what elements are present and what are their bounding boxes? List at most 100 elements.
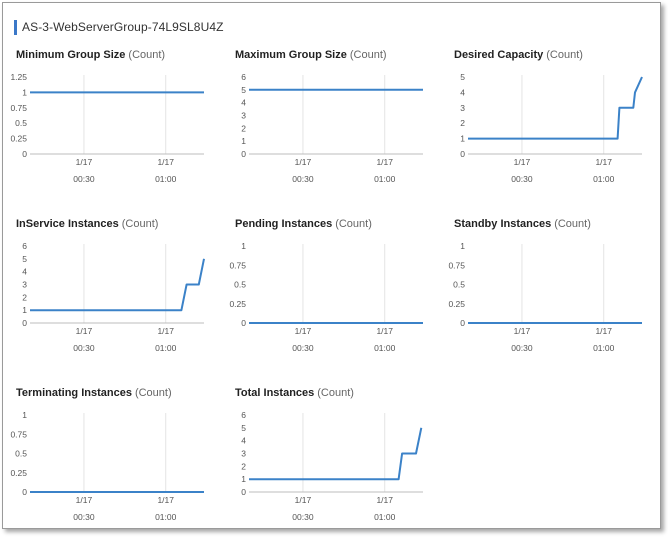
y-tick-label: 3: [241, 449, 246, 459]
y-tick-label: 1: [22, 410, 27, 420]
x-tick-date: 1/17: [295, 495, 312, 505]
y-tick-label: 3: [460, 103, 465, 113]
y-tick-label: 3: [241, 111, 246, 121]
x-tick-time: 01:00: [374, 343, 396, 353]
x-tick-date: 1/17: [595, 157, 612, 167]
chart-max-group-size: 6 5 4 3 2 1 0 1/17 00:30 1/17 01:00: [241, 72, 423, 184]
chart-standby-instances: 1 0.75 0.5 0.25 0 1/17 00:30 1/17 01:00: [448, 241, 642, 353]
y-tick-label: 0.25: [10, 468, 27, 478]
x-tick-time: 00:30: [292, 512, 314, 522]
y-tick-label: 1: [22, 305, 27, 315]
x-tick-date: 1/17: [595, 326, 612, 336]
x-tick-time: 01:00: [374, 174, 396, 184]
y-tick-label: 4: [241, 98, 246, 108]
y-tick-label: 0: [22, 149, 27, 159]
y-tick-label: 0.5: [234, 280, 246, 290]
panel-title: InService Instances (Count): [16, 218, 159, 230]
y-tick-label: 6: [22, 241, 27, 251]
panel-title: Pending Instances (Count): [235, 218, 372, 230]
x-tick-date: 1/17: [514, 326, 531, 336]
y-tick-label: 0.5: [15, 449, 27, 459]
dashboard-frame: AS-3-WebServerGroup-74L9SL8U4Z Minimum G…: [2, 2, 661, 529]
x-tick-date: 1/17: [76, 326, 93, 336]
y-tick-label: 5: [22, 254, 27, 264]
x-tick-time: 00:30: [511, 174, 533, 184]
y-tick-label: 4: [460, 87, 465, 97]
x-tick-time: 01:00: [593, 343, 615, 353]
y-tick-label: 1: [460, 134, 465, 144]
panel-title: Total Instances (Count): [235, 387, 354, 399]
x-tick-date: 1/17: [295, 326, 312, 336]
x-tick-date: 1/17: [376, 157, 393, 167]
x-tick-time: 00:30: [511, 343, 533, 353]
x-tick-time: 01:00: [593, 174, 615, 184]
panel-title: Standby Instances (Count): [454, 218, 591, 230]
panel-pending-instances[interactable]: Pending Instances (Count) 1 0.75 0.5 0.25 0 1/…: [229, 218, 435, 368]
y-tick-label: 3: [22, 280, 27, 290]
y-tick-label: 0: [22, 487, 27, 497]
series-line: [468, 76, 643, 140]
y-tick-label: 0.75: [229, 260, 246, 270]
panel-title: Desired Capacity (Count): [454, 49, 583, 61]
panel-max-group-size[interactable]: Maximum Group Size (Count) 6 5 4 3 2 1 0 1/17 00:…: [235, 49, 435, 199]
y-tick-label: 0.5: [453, 280, 465, 290]
x-tick-time: 01:00: [155, 512, 177, 522]
panel-title: Terminating Instances (Count): [16, 387, 172, 399]
x-tick-date: 1/17: [157, 326, 174, 336]
y-tick-label: 0.75: [10, 103, 27, 113]
group-header: AS-3-WebServerGroup-74L9SL8U4Z: [14, 17, 224, 37]
x-tick-time: 01:00: [155, 174, 177, 184]
y-tick-label: 0: [241, 487, 246, 497]
x-tick-time: 00:30: [292, 343, 314, 353]
chart-pending-instances: 1 0.75 0.5 0.25 0 1/17 00:30 1/17 01:00: [229, 241, 423, 353]
panel-standby-instances[interactable]: Standby Instances (Count) 1 0.75 0.5 0.25 0 1/…: [448, 218, 654, 368]
y-tick-label: 0: [241, 149, 246, 159]
x-tick-date: 1/17: [76, 495, 93, 505]
y-tick-label: 0.25: [229, 299, 246, 309]
x-tick-time: 00:30: [73, 512, 95, 522]
y-tick-label: 0.25: [448, 299, 465, 309]
y-tick-label: 1.25: [10, 72, 27, 82]
x-tick-date: 1/17: [157, 157, 174, 167]
y-tick-label: 0.75: [10, 429, 27, 439]
y-tick-label: 4: [22, 267, 27, 277]
x-tick-time: 00:30: [73, 343, 95, 353]
y-tick-label: 0: [241, 318, 246, 328]
y-tick-label: 6: [241, 410, 246, 420]
y-tick-label: 2: [22, 292, 27, 302]
y-tick-label: 6: [241, 72, 246, 82]
y-tick-label: 1: [241, 136, 246, 146]
y-tick-label: 2: [241, 461, 246, 471]
x-tick-date: 1/17: [76, 157, 93, 167]
y-tick-label: 5: [460, 72, 465, 82]
panel-total-instances[interactable]: Total Instances (Count) 6 5 4 3 2 1 0 1/17 00:30 1…: [235, 387, 435, 537]
panel-in-service-instances[interactable]: InService Instances (Count) 6 5 4 3 2 1 0 1/17 00…: [16, 218, 216, 368]
chart-in-service-instances: 6 5 4 3 2 1 0 1/17 00:30 1/17 01:00: [22, 241, 205, 353]
y-tick-label: 1: [241, 474, 246, 484]
y-tick-label: 0: [460, 318, 465, 328]
x-tick-date: 1/17: [514, 157, 531, 167]
x-tick-time: 01:00: [155, 343, 177, 353]
y-tick-label: 2: [460, 118, 465, 128]
x-tick-time: 00:30: [73, 174, 95, 184]
panel-title: Maximum Group Size (Count): [235, 49, 387, 61]
y-tick-label: 2: [241, 123, 246, 133]
y-tick-label: 0.25: [10, 134, 27, 144]
panel-terminating-instances[interactable]: Terminating Instances (Count) 1 0.75 0.5 0.2…: [10, 387, 216, 537]
y-tick-label: 4: [241, 436, 246, 446]
group-title: AS-3-WebServerGroup-74L9SL8U4Z: [22, 20, 224, 34]
y-tick-label: 0.75: [448, 260, 465, 270]
x-tick-time: 01:00: [374, 512, 396, 522]
chart-desired-capacity: 5 4 3 2 1 0 1/17 00:30 1/17 01:00: [460, 72, 643, 184]
group-accent-bar: [14, 19, 17, 35]
chart-terminating-instances: 1 0.75 0.5 0.25 0 1/17 00:30 1/17 01:00: [10, 410, 204, 522]
y-tick-label: 5: [241, 85, 246, 95]
panel-title: Minimum Group Size (Count): [16, 49, 166, 61]
panel-min-group-size[interactable]: Minimum Group Size (Count) 1.25 1 0.75 0.5 0.…: [10, 49, 216, 199]
y-tick-label: 0.5: [15, 118, 27, 128]
chart-min-group-size: 1.25 1 0.75 0.5 0.25 0 1/17 00:30 1/17 01:00: [10, 72, 204, 184]
y-tick-label: 0: [460, 149, 465, 159]
y-tick-label: 5: [241, 423, 246, 433]
series-line: [249, 427, 423, 481]
panel-desired-capacity[interactable]: Desired Capacity (Count) 5 4 3 2 1 0 1/17 00:30 1…: [454, 49, 654, 199]
